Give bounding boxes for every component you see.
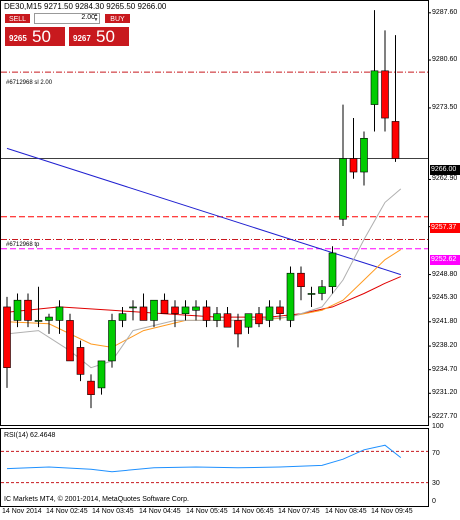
- time-axis-label: 14 Nov 03:45: [92, 508, 134, 515]
- candle-bearish: [202, 306, 211, 321]
- candle-bullish: [45, 316, 53, 321]
- time-axis-label: 14 Nov 08:45: [325, 508, 367, 515]
- stop-loss-order-label: #6712968 sl 2.00: [6, 80, 53, 86]
- candle-bullish: [339, 158, 347, 220]
- one-click-trading-panel: SELL 2.00 ▲ ▼ BUY 9265 50 9267 50: [4, 13, 131, 48]
- candle-bearish: [349, 158, 358, 173]
- price-axis-label: 9234.70: [432, 365, 458, 373]
- candle-bullish: [192, 306, 200, 311]
- candle-bullish: [286, 272, 295, 321]
- time-axis-label: 14 Nov 09:45: [371, 508, 413, 515]
- sell-price-big: 50: [32, 27, 51, 46]
- time-axis-label: 14 Nov 06:45: [232, 508, 274, 515]
- candle-bullish: [360, 137, 368, 173]
- candle-bearish: [171, 306, 179, 314]
- candle-bullish: [307, 293, 316, 295]
- sell-price-small: 9265: [9, 34, 27, 43]
- price-axis-label: 9287.60: [432, 8, 458, 16]
- buy-price-small: 9267: [73, 34, 91, 43]
- price-axis-label: 9273.50: [432, 103, 458, 111]
- rsi-line: [6, 444, 402, 473]
- candle-bullish: [181, 306, 190, 314]
- buy-price-box[interactable]: 9267 50: [68, 26, 130, 47]
- candle-bullish: [13, 299, 22, 321]
- copyright-notice: IC Markets MT4, © 2001-2014, MetaQuotes …: [4, 496, 189, 503]
- price-axis-label: 9227.70: [432, 412, 458, 420]
- candle-bullish: [370, 70, 379, 105]
- candle-bullish: [55, 306, 64, 321]
- candle-bearish: [87, 380, 95, 395]
- tp-price-tag: 9252.62: [430, 255, 460, 265]
- rsi-scale-100: 100: [432, 423, 444, 430]
- candle-bearish: [391, 121, 400, 159]
- candle-bearish: [223, 313, 232, 328]
- sell-price-box[interactable]: 9265 50: [4, 26, 66, 47]
- candle-bullish: [328, 252, 337, 288]
- sl-price-tag: 9257.37: [430, 223, 460, 233]
- main-chart-frame: [0, 0, 429, 426]
- lot-stepper[interactable]: ▲ ▼: [93, 12, 99, 23]
- price-axis-label: 9231.20: [432, 389, 458, 397]
- rsi-scale-0: 0: [432, 498, 436, 505]
- candle-bullish: [34, 320, 43, 322]
- rsi-panel-frame: [0, 428, 429, 507]
- buy-price-big: 50: [96, 27, 115, 46]
- candle-bullish: [118, 313, 127, 321]
- candle-bearish: [24, 299, 32, 321]
- price-axis-label: 9262.90: [432, 175, 458, 183]
- candle-bullish: [150, 299, 158, 321]
- price-axis-label: 9245.30: [432, 294, 458, 302]
- candle-bearish: [160, 299, 169, 314]
- price-axis-label: 9241.80: [432, 317, 458, 325]
- candle-bullish: [213, 313, 221, 321]
- rsi-scale-30: 30: [432, 480, 440, 487]
- take-profit-order-label: #6712968 tp: [6, 242, 40, 248]
- candle-bearish: [76, 347, 85, 375]
- candle-bearish: [66, 320, 74, 362]
- time-axis-label: 14 Nov 04:45: [139, 508, 181, 515]
- candle-bearish: [3, 306, 11, 368]
- chart-title: DE30,M15 9271.50 9284.30 9265.50 9266.00: [4, 2, 167, 11]
- price-axis-label: 9248.80: [432, 270, 458, 278]
- rsi-indicator-title: RSI(14) 62.4648: [4, 432, 56, 439]
- time-axis-label: 14 Nov 07:45: [278, 508, 320, 515]
- sell-button[interactable]: SELL: [4, 13, 31, 24]
- candle-bullish: [129, 306, 137, 309]
- candle-bullish: [265, 306, 274, 321]
- price-axis-label: 9280.60: [432, 56, 458, 64]
- time-axis-label: 14 Nov 05:45: [186, 508, 228, 515]
- candle-bearish: [255, 313, 263, 325]
- price-axis-label: 9238.20: [432, 342, 458, 350]
- candle-bearish: [139, 306, 148, 321]
- rsi-scale-70: 70: [432, 450, 440, 457]
- time-axis-label: 14 Nov 02:45: [46, 508, 88, 515]
- candle-bullish: [318, 286, 326, 294]
- candle-bullish: [108, 320, 116, 362]
- lot-size-input[interactable]: 2.00: [34, 13, 100, 24]
- candle-bearish: [276, 306, 284, 314]
- candle-bearish: [297, 272, 305, 288]
- candle-bearish: [234, 320, 242, 335]
- current-price-tag: 9266.00: [430, 165, 460, 175]
- buy-button[interactable]: BUY: [104, 13, 131, 24]
- orange-ma-line: [6, 249, 402, 348]
- time-axis-label: 14 Nov 2014: [2, 508, 42, 515]
- candle-bullish: [244, 313, 253, 328]
- candle-bearish: [381, 70, 389, 119]
- candle-bullish: [97, 360, 106, 389]
